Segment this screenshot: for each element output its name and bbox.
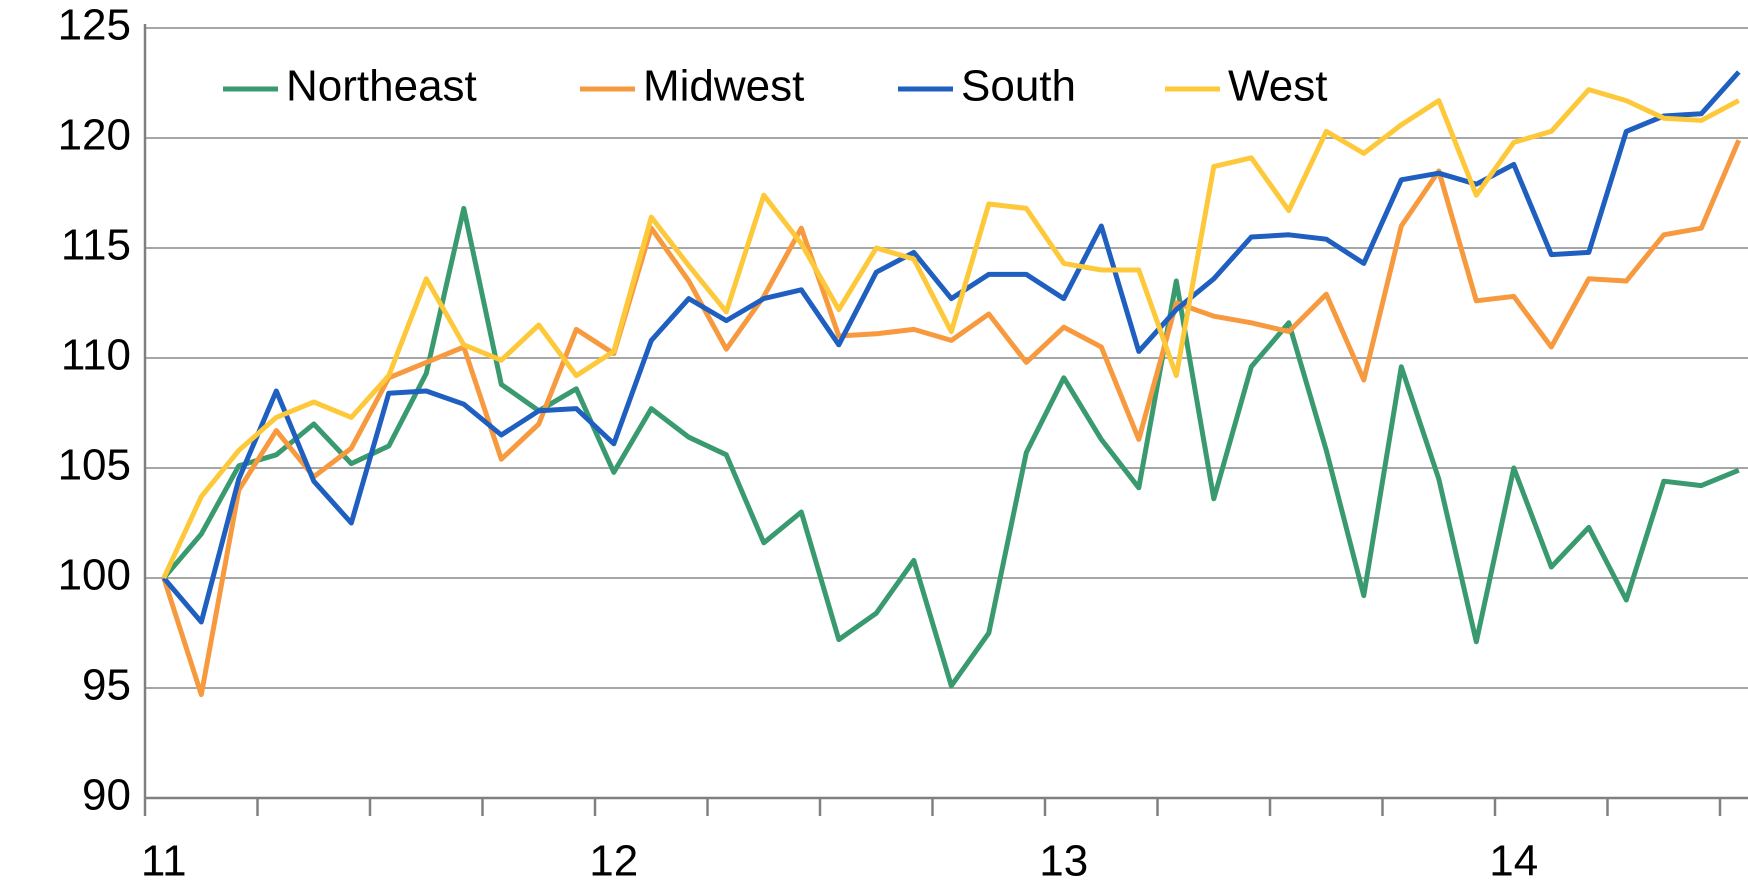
y-tick-label: 90 bbox=[82, 771, 131, 820]
legend-label: West bbox=[1228, 62, 1327, 111]
y-tick-label: 105 bbox=[58, 441, 131, 490]
legend-label: Midwest bbox=[643, 62, 804, 111]
y-tick-label: 115 bbox=[61, 221, 131, 270]
legend-label: Northeast bbox=[286, 62, 477, 111]
y-tick-label: 120 bbox=[58, 111, 131, 160]
line-series bbox=[161, 87, 1740, 580]
legend-label: South bbox=[961, 62, 1076, 111]
y-tick-label: 95 bbox=[82, 661, 131, 710]
y-tick-label: 110 bbox=[61, 331, 131, 380]
x-tick-label: 14 bbox=[1489, 837, 1538, 886]
line-series bbox=[161, 139, 1742, 698]
x-tick-label: 13 bbox=[1039, 837, 1088, 886]
x-tick-label: 11 bbox=[141, 837, 187, 886]
line-series bbox=[161, 70, 1741, 625]
y-tick-label: 125 bbox=[58, 1, 131, 50]
line-series bbox=[161, 205, 1740, 689]
x-tick-label: 12 bbox=[589, 837, 638, 886]
y-tick-label: 100 bbox=[58, 551, 131, 600]
